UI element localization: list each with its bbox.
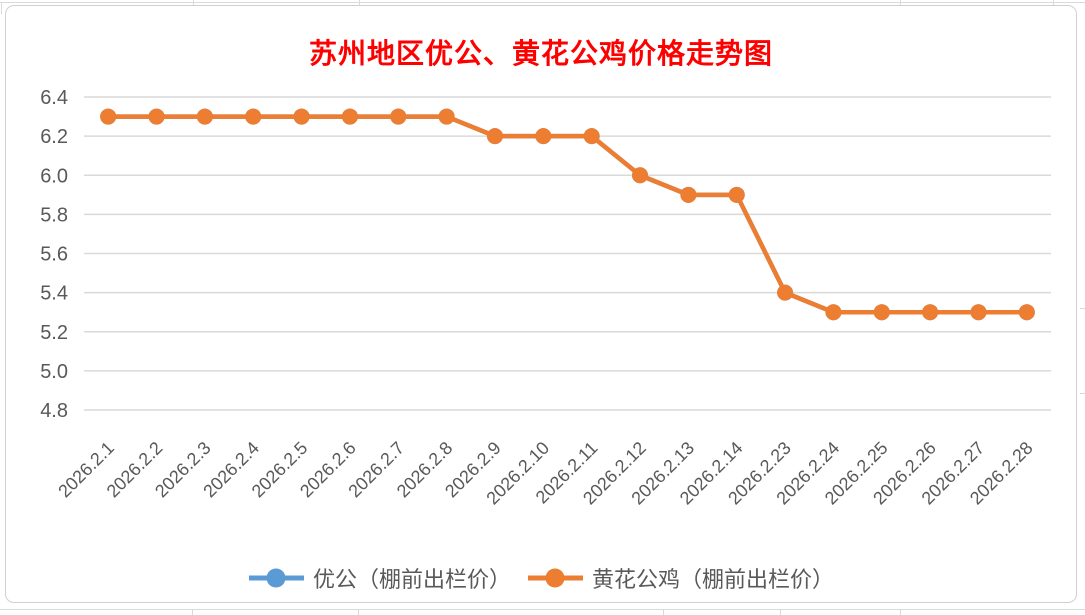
y-axis-tick-label: 5.4	[40, 283, 68, 305]
legend-line-marker-orange-icon	[528, 568, 583, 588]
series-1-marker	[680, 186, 697, 203]
sheet-column-border	[359, 0, 360, 5]
legend-item-yougong[interactable]: 优公（棚前出栏价）	[248, 562, 511, 594]
series-1-marker	[100, 108, 117, 125]
series-1-marker	[1018, 304, 1035, 321]
sheet-column-border	[1053, 0, 1054, 5]
sheet-row-border-right	[1080, 393, 1085, 394]
sheet-column-border	[663, 609, 664, 615]
y-axis-tick-label: 6.0	[40, 165, 68, 187]
series-1-marker	[632, 167, 649, 184]
series-1-marker	[486, 128, 503, 145]
series-1-marker	[873, 304, 890, 321]
sheet-column-border	[192, 609, 193, 615]
y-axis-tick-label: 4.8	[40, 400, 68, 422]
series-line-1	[108, 114, 1027, 315]
series-1-marker	[293, 108, 310, 125]
series-1-marker	[728, 186, 745, 203]
legend-line-marker-blue-icon	[248, 568, 304, 588]
y-axis-tick-label: 5.2	[40, 322, 68, 344]
legend-label-huanghua: 黄花公鸡（棚前出栏价）	[592, 567, 835, 592]
sheet-column-border	[780, 609, 781, 615]
sheet-column-border	[900, 0, 901, 5]
chart-title: 苏州地区优公、黄花公鸡价格走势图	[308, 37, 773, 70]
y-axis-tick-label: 5.0	[40, 361, 68, 383]
y-axis-tick-label: 5.8	[40, 204, 68, 226]
legend-item-huanghua[interactable]: 黄花公鸡（棚前出栏价）	[527, 562, 834, 594]
legend: 优公（棚前出栏价） 黄花公鸡（棚前出栏价）	[6, 559, 1076, 597]
sheet-row-border-bottom	[0, 609, 1085, 610]
series-1-marker	[390, 108, 407, 125]
sheet-row-border-right	[1080, 308, 1085, 309]
series-1-marker	[825, 304, 842, 321]
series-1-marker	[970, 304, 987, 321]
series-1-marker	[341, 108, 358, 125]
legend-label-yougong: 优公（棚前出栏价）	[312, 567, 511, 592]
y-axis-tick-label: 5.6	[40, 244, 68, 266]
series-1-marker	[535, 128, 552, 145]
series-1-marker	[777, 284, 794, 301]
series-1-marker	[148, 108, 165, 125]
series-1-marker	[196, 108, 213, 125]
sheet-column-border	[1, 2, 2, 14]
sheet-column-border	[193, 0, 194, 5]
y-axis-tick-label: 6.2	[40, 126, 68, 148]
series-1-marker	[922, 304, 939, 321]
y-axis-tick-label: 6.4	[40, 87, 68, 109]
sheet-column-border	[358, 609, 359, 615]
chart-area[interactable]: 苏州地区优公、黄花公鸡价格走势图 6.4 6.2 6.0 5.8 5.6 5.4 5.2 5.…	[5, 5, 1077, 603]
plot-area: 6.46.26.05.85.65.45.25.04.82026.2.12026.…	[40, 87, 1051, 508]
series-1-marker	[583, 128, 600, 145]
sheet-column-border	[900, 609, 901, 615]
series-1-marker	[245, 108, 262, 125]
sheet-row-border-top	[0, 2, 1085, 3]
series-1-marker	[438, 108, 455, 125]
